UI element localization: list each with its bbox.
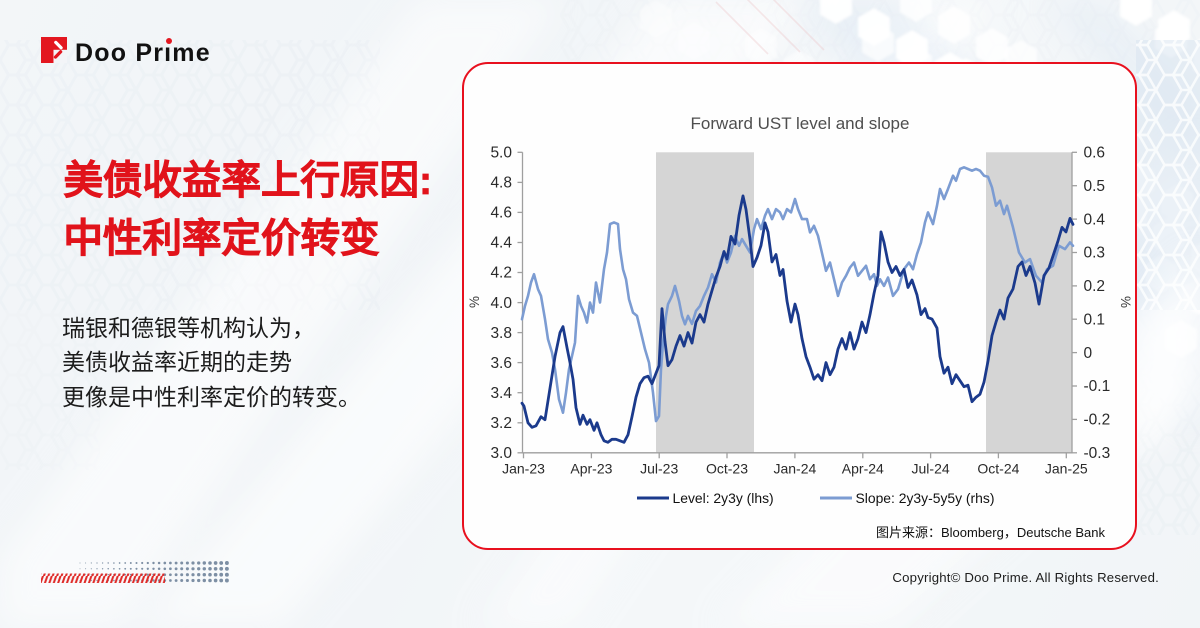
svg-text:Forward UST level and slope: Forward UST level and slope: [691, 114, 910, 133]
svg-text:Level: 2y3y (lhs): Level: 2y3y (lhs): [673, 490, 774, 506]
svg-text:3.6: 3.6: [490, 355, 512, 372]
svg-text:Slope: 2y3y-5y5y (rhs): Slope: 2y3y-5y5y (rhs): [856, 490, 995, 506]
svg-text:Apr-24: Apr-24: [842, 461, 884, 477]
svg-text:%: %: [467, 296, 482, 308]
svg-text:-0.1: -0.1: [1084, 378, 1111, 395]
svg-text:0: 0: [1084, 345, 1093, 362]
svg-text:-0.2: -0.2: [1084, 412, 1111, 429]
svg-text:-0.3: -0.3: [1084, 445, 1111, 462]
svg-text:Jul-23: Jul-23: [640, 461, 678, 477]
svg-text:4.0: 4.0: [490, 295, 512, 312]
svg-text:Oct-24: Oct-24: [977, 461, 1019, 477]
svg-text:4.6: 4.6: [490, 205, 512, 222]
svg-text:0.6: 0.6: [1084, 145, 1106, 162]
svg-text:Apr-23: Apr-23: [570, 461, 612, 477]
svg-text:3.0: 3.0: [490, 445, 512, 462]
svg-text:4.2: 4.2: [490, 265, 512, 282]
svg-text:5.0: 5.0: [490, 145, 512, 162]
svg-text:4.8: 4.8: [490, 175, 512, 192]
svg-text:Jul-24: Jul-24: [912, 461, 950, 477]
svg-text:0.2: 0.2: [1084, 278, 1106, 295]
svg-text:0.3: 0.3: [1084, 245, 1106, 262]
svg-text:4.4: 4.4: [490, 235, 512, 252]
svg-text:图片来源：Bloomberg，Deutsche Bank: 图片来源：Bloomberg，Deutsche Bank: [876, 525, 1106, 540]
svg-text:Jan-24: Jan-24: [773, 461, 816, 477]
svg-text:3.4: 3.4: [490, 385, 512, 402]
svg-text:Oct-23: Oct-23: [706, 461, 748, 477]
svg-text:Jan-25: Jan-25: [1045, 461, 1088, 477]
svg-text:Jan-23: Jan-23: [502, 461, 545, 477]
svg-text:0.5: 0.5: [1084, 178, 1106, 195]
svg-text:%: %: [1118, 296, 1133, 308]
svg-text:3.2: 3.2: [490, 415, 512, 432]
svg-text:0.4: 0.4: [1084, 211, 1106, 228]
svg-text:0.1: 0.1: [1084, 311, 1106, 328]
svg-text:3.8: 3.8: [490, 325, 512, 342]
